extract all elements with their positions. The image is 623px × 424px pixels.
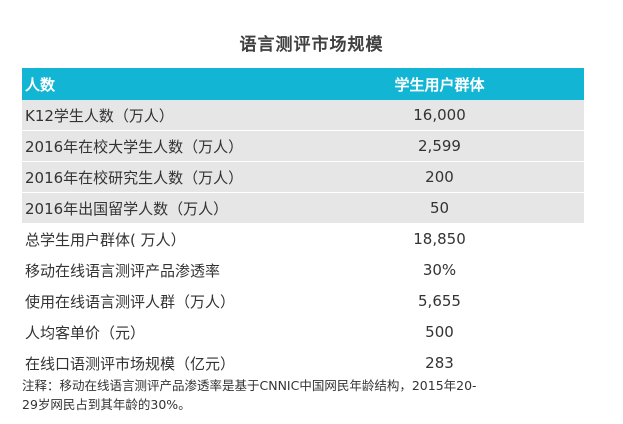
table-row: 使用在线语言测评人群（万人） 5,655 <box>22 286 584 317</box>
footnote-line-2: 29岁网民占到其年龄的30%。 <box>22 397 191 412</box>
row-label: 2016年出国留学人数（万人） <box>25 199 229 218</box>
row-value: 2,599 <box>418 137 461 155</box>
row-value: 5,655 <box>418 292 461 310</box>
row-label: 使用在线语言测评人群（万人） <box>25 292 236 311</box>
row-value: 30% <box>422 261 457 279</box>
row-label: 2016年在校研究生人数（万人） <box>25 168 244 187</box>
table-row: 2016年在校研究生人数（万人） 200 <box>22 162 584 193</box>
row-label: 总学生用户群体( 万人） <box>25 230 186 249</box>
table-row: 总学生用户群体( 万人） 18,850 <box>22 224 584 255</box>
footnote: 注释：移动在线语言测评产品渗透率是基于CNNIC中国网民年龄结构，2015年20… <box>22 376 592 414</box>
table-row: 2016年出国留学人数（万人） 50 <box>22 193 584 224</box>
row-value: 16,000 <box>413 106 466 124</box>
header-student-group: 学生用户群体 <box>394 75 485 94</box>
row-label: 在线口语测评市场规模（亿元） <box>25 354 236 373</box>
market-size-table: 人数 学生用户群体 K12学生人数（万人） 16,000 2016年在校大学生人… <box>22 68 584 379</box>
header-people-count: 人数 <box>25 75 56 94</box>
table-row: 人均客单价（元） 500 <box>22 317 584 348</box>
row-label: 2016年在校大学生人数（万人） <box>25 137 244 156</box>
table-row: 2016年在校大学生人数（万人） 2,599 <box>22 131 584 162</box>
page-title: 语言测评市场规模 <box>239 35 384 55</box>
table-row: 移动在线语言测评产品渗透率 30% <box>22 255 584 286</box>
row-label: K12学生人数（万人） <box>25 106 174 125</box>
row-value: 18,850 <box>413 230 466 248</box>
row-value: 200 <box>425 168 454 186</box>
row-label: 人均客单价（元） <box>25 323 146 342</box>
table-header: 人数 学生用户群体 <box>22 68 584 100</box>
row-value: 50 <box>429 199 450 217</box>
footnote-line-1: 注释：移动在线语言测评产品渗透率是基于CNNIC中国网民年龄结构，2015年20… <box>22 378 477 393</box>
table-row: 在线口语测评市场规模（亿元） 283 <box>22 348 584 379</box>
row-value: 500 <box>425 323 454 341</box>
row-value: 283 <box>425 354 454 372</box>
row-label: 移动在线语言测评产品渗透率 <box>25 261 221 280</box>
table-row: K12学生人数（万人） 16,000 <box>22 100 584 131</box>
